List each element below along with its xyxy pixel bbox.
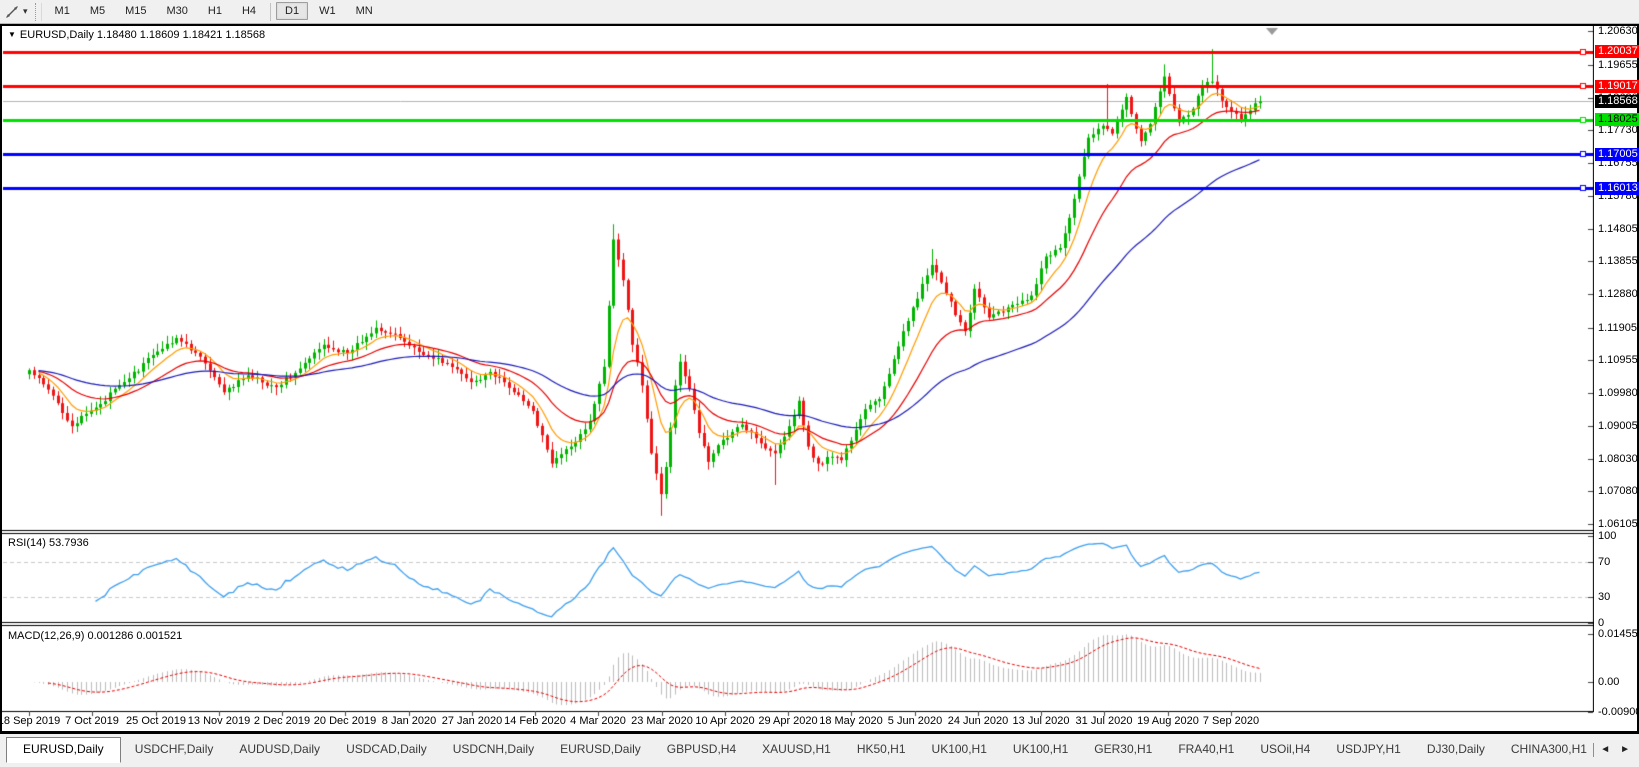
hline-price-tag[interactable]: 1.19017: [1595, 80, 1639, 93]
price-axis-label: 1.06105: [1598, 518, 1638, 530]
price-axis-label: 1.20630: [1598, 25, 1638, 37]
price-axis-label: 1.08030: [1598, 453, 1638, 465]
tab-scroll-nav: ◄ ►: [1592, 736, 1639, 763]
rsi-axis-label: 70: [1598, 556, 1611, 568]
rsi-pane-label: RSI(14) 53.7936: [8, 537, 89, 549]
price-axis-label: 1.12880: [1598, 288, 1638, 300]
hline-price-tag[interactable]: 1.18025: [1595, 113, 1639, 126]
date-axis-label: 14 Feb 2020: [504, 715, 566, 727]
date-axis-label: 4 Mar 2020: [570, 715, 626, 727]
date-axis-label: 20 Dec 2019: [313, 715, 377, 727]
timeframe-button-m1[interactable]: M1: [54, 5, 70, 18]
date-axis-label: 31 Jul 2020: [1075, 715, 1133, 727]
chart-tab-bar: EURUSD,Daily USDCHF,Daily AUDUSD,Daily USDC…: [0, 734, 1639, 767]
date-axis-label: 2 Dec 2019: [253, 715, 311, 727]
price-axis-label: 1.19655: [1598, 59, 1638, 71]
window-border-bottom: [0, 731, 1639, 734]
date-axis-label: 8 Jan 2020: [381, 715, 437, 727]
chart-tab-xauusd-h1[interactable]: XAUUSD,H1: [762, 742, 831, 756]
chart-tab-eurusd-daily[interactable]: EURUSD,Daily: [6, 736, 121, 763]
chart-tab-uk100-h1[interactable]: UK100,H1: [1012, 742, 1069, 756]
timeframe-toolbar: ▾ M1 M5 M15 M30 H1 H4 D1 W1 MN: [0, 0, 1639, 24]
chart-tab-eurusd-daily[interactable]: EURUSD,Daily: [560, 742, 641, 756]
price-axis-label: 1.11905: [1598, 322, 1637, 334]
chart-tab-audusd-daily[interactable]: AUDUSD,Daily: [239, 742, 321, 756]
tab-scroll-right-icon[interactable]: ►: [1620, 744, 1630, 755]
macd-axis-label: 0.014556: [1598, 628, 1639, 640]
rsi-axis-label: 100: [1598, 530, 1617, 542]
date-axis-label: 24 Jun 2020: [947, 715, 1009, 727]
price-axis-label: 1.09980: [1598, 387, 1638, 399]
macd-pane-label: MACD(12,26,9) 0.001286 0.001521: [8, 630, 183, 642]
line-tool-dropdown-icon[interactable]: ▾: [23, 6, 28, 16]
date-axis-label: 10 Apr 2020: [695, 715, 755, 727]
chart-title-text: EURUSD,Daily 1.18480 1.18609 1.18421 1.1…: [19, 29, 266, 41]
hline-price-tag[interactable]: 1.16013: [1595, 182, 1639, 195]
price-axis-label: 1.09005: [1598, 420, 1638, 432]
price-axis-label: 1.07080: [1598, 485, 1638, 497]
macd-axis-label: 0.00: [1598, 676, 1620, 688]
timeframe-button-m15[interactable]: M15: [125, 5, 147, 18]
date-axis-label: 5 Jun 2020: [887, 715, 943, 727]
chart-tabs: EURUSD,Daily USDCHF,Daily AUDUSD,Daily USDC…: [0, 736, 1592, 763]
date-axis-label: 13 Nov 2019: [187, 715, 251, 727]
chart-tab-fra40-h1[interactable]: FRA40,H1: [1178, 742, 1235, 756]
chart-tab-usdchf-daily[interactable]: USDCHF,Daily: [134, 742, 214, 756]
date-axis-label: 25 Oct 2019: [126, 715, 186, 727]
collapse-triangle-icon[interactable]: ▼: [8, 30, 16, 39]
price-axis-label: 1.14805: [1598, 223, 1638, 235]
chart-tab-usdjpy-h1[interactable]: USDJPY,H1: [1336, 742, 1401, 756]
date-axis-label: 29 Apr 2020: [758, 715, 818, 727]
tab-scroll-left-icon[interactable]: ◄: [1600, 744, 1611, 755]
chart-tab-usoil-h4[interactable]: USOil,H4: [1260, 742, 1311, 756]
price-chart-canvas[interactable]: [2, 26, 1594, 731]
chart-tab-ger30-h1[interactable]: GER30,H1: [1094, 742, 1153, 756]
chart-tab-gbpusd-h4[interactable]: GBPUSD,H4: [666, 742, 737, 756]
timeframe-button-m30[interactable]: M30: [166, 5, 188, 18]
window-border-left: [0, 24, 2, 734]
hline-price-tag[interactable]: 1.20037: [1595, 45, 1639, 58]
date-axis-label: 7 Sep 2020: [1202, 715, 1260, 727]
timeframe-button-w1[interactable]: W1: [319, 5, 336, 18]
tab-divider: [1593, 742, 1595, 757]
window-border-top: [0, 24, 1639, 26]
price-axis-label: 1.13855: [1598, 255, 1638, 267]
toolbar-separator: [34, 2, 42, 21]
date-axis-label: 19 Aug 2020: [1137, 715, 1199, 727]
date-axis-label: 18 May 2020: [819, 715, 883, 727]
chart-tab-hk50-h1[interactable]: HK50,H1: [856, 742, 906, 756]
timeframe-button-mn[interactable]: MN: [355, 5, 373, 18]
rsi-axis-label: 0: [1598, 617, 1605, 629]
hline-price-tag[interactable]: 1.17005: [1595, 148, 1639, 161]
date-axis-label: 18 Sep 2019: [0, 715, 61, 727]
chart-tab-usdcad-daily[interactable]: USDCAD,Daily: [346, 742, 427, 756]
date-axis-label: 7 Oct 2019: [65, 715, 119, 727]
toolbar-separator: [270, 2, 272, 21]
chart-tab-uk100-h1[interactable]: UK100,H1: [931, 742, 987, 756]
date-axis-label: 23 Mar 2020: [631, 715, 693, 727]
chart-title: ▼ EURUSD,Daily 1.18480 1.18609 1.18421 1.…: [8, 29, 265, 41]
date-axis-label: 13 Jul 2020: [1012, 715, 1070, 727]
line-tool-icon[interactable]: [0, 0, 22, 23]
price-axis-label: 1.17730: [1598, 124, 1638, 136]
date-axis-label: 27 Jan 2020: [441, 715, 503, 727]
chart-tab-dj30-daily[interactable]: DJ30,Daily: [1426, 742, 1485, 756]
timeframe-button-d1[interactable]: D1: [276, 2, 309, 21]
current-price-tag: 1.18568: [1595, 95, 1639, 108]
chart-tab-usdcnh-daily[interactable]: USDCNH,Daily: [452, 742, 535, 756]
rsi-axis-label: 30: [1598, 591, 1611, 603]
timeframe-button-h1[interactable]: H1: [207, 5, 222, 18]
window-border-right: [1637, 24, 1639, 734]
chart-tab-china300-h1[interactable]: CHINA300,H1: [1510, 742, 1587, 756]
timeframe-button-m5[interactable]: M5: [89, 5, 106, 18]
timeframe-buttons: M1 M5 M15 M30 H1 H4 D1 W1 MN: [45, 2, 383, 21]
price-axis-label: 1.10955: [1598, 354, 1638, 366]
timeframe-button-h4[interactable]: H4: [241, 5, 257, 18]
